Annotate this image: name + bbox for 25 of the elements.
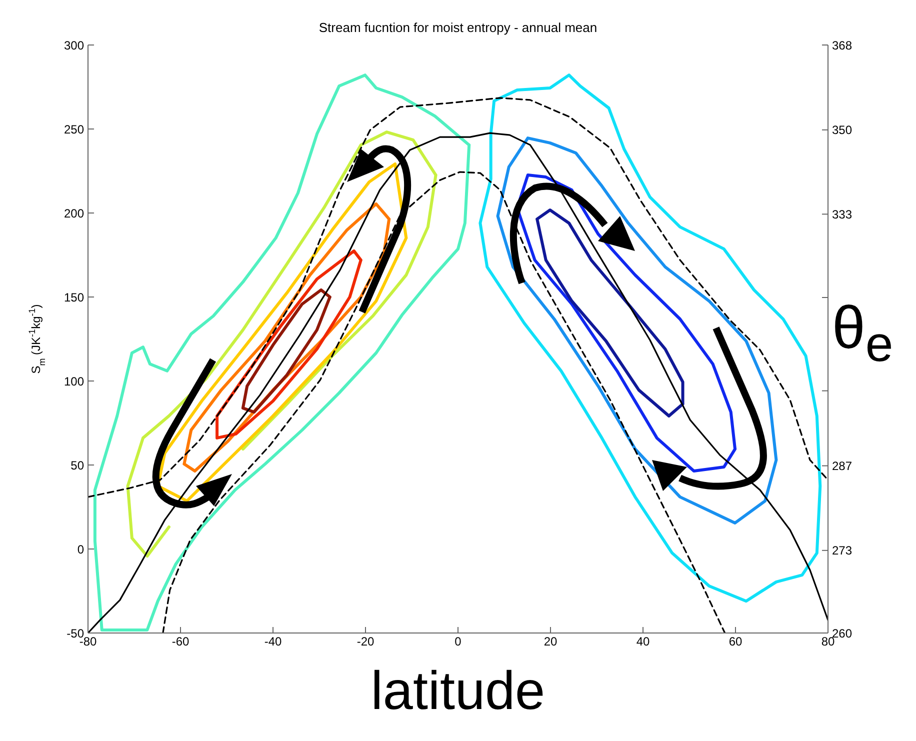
y2-tick-label: 333: [832, 207, 852, 222]
x-tick-label: 40: [636, 634, 650, 649]
x-axis-title: latitude: [370, 661, 546, 721]
x-tick-label: -40: [264, 634, 282, 649]
line-series: [88, 97, 828, 498]
y-tick-label: 300: [64, 38, 84, 52]
x-tick-label: 60: [728, 634, 742, 649]
x-tick-label: 20: [544, 634, 558, 649]
line-series: [162, 171, 726, 633]
y-tick-label: 0: [77, 542, 84, 556]
chart-title: Stream fucntion for moist entropy - annual mean: [318, 20, 598, 35]
x-tick-label: 0: [454, 634, 462, 649]
y-tick-label: 200: [64, 206, 84, 220]
y-tick-label: -50: [66, 626, 84, 640]
y2-axis-title: θ$_{e}$: [832, 294, 894, 372]
x-tick-label: -60: [172, 634, 190, 649]
y2-tick-label: 368: [832, 38, 852, 52]
y2-tick-label: 350: [832, 123, 852, 138]
y-tick-label: 100: [64, 374, 84, 388]
y2-tick-label: 287: [832, 459, 852, 474]
y-tick-label: 250: [64, 122, 84, 136]
x-tick-label: -20: [356, 634, 374, 649]
y2-tick-label: 273: [832, 544, 852, 558]
y-tick-label: 50: [70, 458, 84, 472]
y-tick-label: 150: [64, 290, 84, 304]
